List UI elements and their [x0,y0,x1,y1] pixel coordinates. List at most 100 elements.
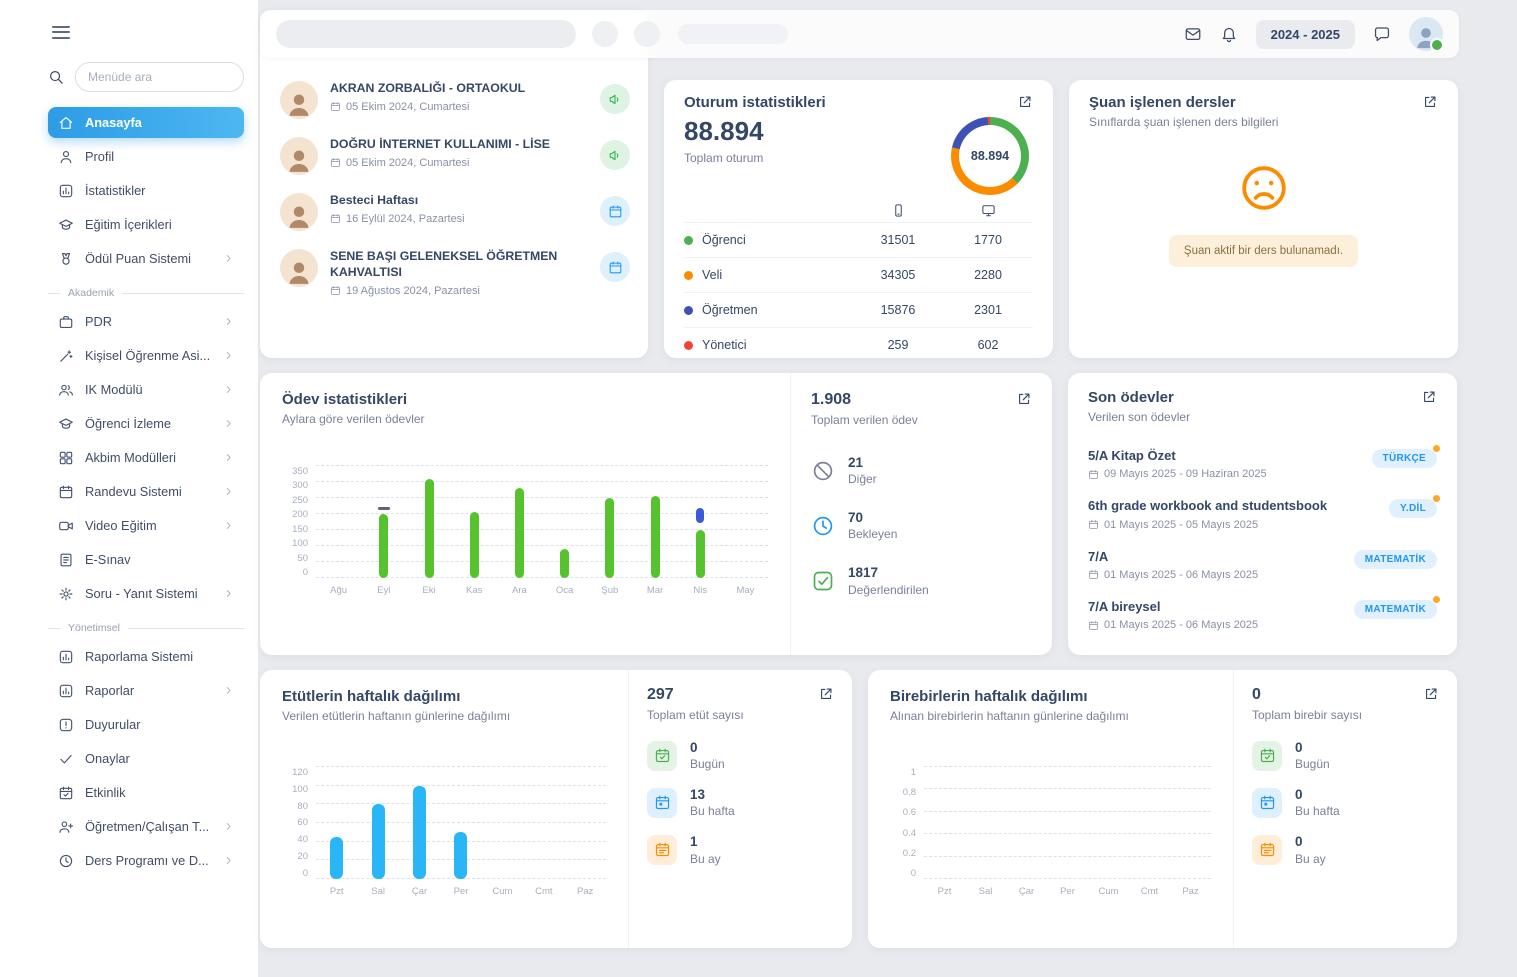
sidebar-item-duyurular[interactable]: Duyurular [48,709,244,740]
external-link-icon[interactable] [1016,391,1032,407]
assignment-item[interactable]: 6th grade workbook and studentsbook 01 Ma… [1088,495,1440,531]
sidebar-item-label: Etkinlik [85,785,126,800]
card-title: Etütlerin haftalık dağılımı [282,688,461,705]
sidebar-item-pdr[interactable]: PDR [48,306,244,337]
announcement-button[interactable] [600,84,630,114]
sidebar-item-ders-programi-ve-d[interactable]: Ders Programı ve D... [48,845,244,876]
event-date: 05 Ekim 2024, Cumartesi [346,100,470,113]
event-list-item[interactable]: DOĞRU İNTERNET KULLANIMI - LİSE 05 Ekim 2… [280,128,630,184]
sidebar-item-randevu-sistemi[interactable]: Randevu Sistemi [48,476,244,507]
x-tick-label: Şub [601,585,619,596]
study-period-stats: 0 Bugün 13 Bu hafta 1 Bu ay [647,740,834,866]
messages-button[interactable] [1184,25,1202,43]
bar [514,488,524,578]
school-year-selector[interactable]: 2024 - 2025 [1255,19,1355,49]
gridline [924,855,1211,857]
sidebar-item-profil[interactable]: Profil [48,141,244,172]
external-link-icon[interactable] [1422,94,1438,110]
y-tick-label: 50 [297,552,308,564]
x-tick-label: Mar [646,585,664,596]
sidebar-item-odul-puan-sistemi[interactable]: Ödül Puan Sistemi [48,243,244,274]
stat-label: Değerlendirilen [848,582,929,597]
assignment-item[interactable]: 7/A 01 Mayıs 2025 - 06 Mayıs 2025 MATEMATİ… [1088,549,1437,581]
stat-label: Bugün [690,757,725,772]
y-tick-label: 120 [292,767,308,778]
calendar-icon [608,204,623,219]
total-homework-label: Toplam verilen ödev [811,413,918,427]
calendar-check-icon [1259,747,1276,764]
sidebar-item-ogretmen-calisan-t[interactable]: Öğretmen/Çalışan T... [48,811,244,842]
bar [379,514,389,578]
gridline [316,497,768,498]
total-one-on-one-value: 0 [1252,686,1261,703]
assignment-item[interactable]: 7/A bireysel 01 Mayıs 2025 - 06 Mayıs 202… [1088,595,1440,631]
sidebar-item-akbim-modulleri[interactable]: Akbim Modülleri [48,442,244,473]
y-tick-label: 1 [910,767,916,778]
person-icon [284,201,314,231]
event-calendar-button[interactable] [600,196,630,226]
external-link-icon[interactable] [1421,389,1437,405]
sidebar-item-etkinlik[interactable]: Etkinlik [48,777,244,808]
card-title: Oturum istatistikleri [684,94,826,111]
assignment-dates: 01 Mayıs 2025 - 06 Mayıs 2025 [1104,568,1259,581]
plot-area [316,465,768,578]
sidebar-item-onaylar[interactable]: Onaylar [48,743,244,774]
sidebar-item-soru-yanit-sistemi[interactable]: Soru - Yanıt Sistemi [48,578,244,609]
navbar-actions: 2024 - 2025 [1184,17,1444,52]
sidebar-item-raporlar[interactable]: Raporlar [48,675,244,706]
announcement-button[interactable] [600,140,630,170]
sidebar: Anasayfa Profil İstatistikler Eğitim İçerik… [0,0,258,977]
sidebar-item-ik-modulu[interactable]: IK Modülü [48,374,244,405]
event-list-item[interactable]: AKRAN ZORBALIĞI - ORTAOKUL 05 Ekim 2024, … [280,72,630,128]
assignment-item[interactable]: 5/A Kitap Özet 09 Mayıs 2025 - 09 Haziran… [1088,445,1440,480]
event-calendar-button[interactable] [600,252,630,282]
stat-value: 21 [848,455,864,470]
stat-value: 0 [1295,834,1303,850]
medal-icon [58,251,74,267]
notifications-button[interactable] [1220,25,1238,43]
session-row-ogretmen: Öğretmen 15876 2301 [684,292,1033,327]
sidebar-item-label: Profil [85,149,115,164]
event-list-item[interactable]: Besteci Haftası 16 Eylül 2024, Pazartesi [280,184,630,240]
sidebar-item-label: IK Modülü [85,382,143,397]
sidebar-item-raporlama-sistemi[interactable]: Raporlama Sistemi [48,641,244,672]
user-plus-icon [58,819,74,835]
stat-value: 0 [1295,787,1303,803]
calendar-day-tile [1252,787,1282,818]
menu-toggle-button[interactable] [52,22,70,42]
weekly-study-card: Etütlerin haftalık dağılımı Verilen etüt… [260,670,852,948]
event-list-item[interactable]: SENE BAŞI GELENEKSEL ÖĞRETMEN KAHVALTISI… [280,240,630,306]
sidebar-item-e-sinav[interactable]: E-Sınav [48,544,244,575]
external-link-icon[interactable] [1017,94,1033,110]
sidebar-item-label: Ödül Puan Sistemi [85,251,191,266]
check-square-icon [811,569,835,593]
y-tick-label: 0 [302,566,308,578]
sidebar-item-istatistikler[interactable]: İstatistikler [48,175,244,206]
calendar-month-icon [654,841,671,858]
gridline [316,513,768,514]
y-tick-label: 350 [292,466,308,477]
sidebar-item-kisisel-ogrenme-asi[interactable]: Kişisel Öğrenme Asi... [48,340,244,371]
external-link-icon[interactable] [818,686,834,702]
calendar-icon [330,101,341,112]
gridline [924,810,1211,812]
menu-search-input[interactable] [75,62,244,92]
x-tick-label: Per [453,886,469,897]
stat-bugun: 0 Bugün [1252,740,1439,771]
sidebar-item-anasayfa[interactable]: Anasayfa [48,107,244,138]
chat-button[interactable] [1373,25,1391,43]
external-link-icon[interactable] [1423,686,1439,702]
sidebar-item-ogrenci-izleme[interactable]: Öğrenci İzleme [48,408,244,439]
bar-slot-sal [965,767,1006,879]
x-axis: Pzt Sal Çar Per Cum Cmt Paz [316,886,606,897]
sidebar-item-egitim-icerikleri[interactable]: Eğitim İçerikleri [48,209,244,240]
event-title: Besteci Haftası [330,193,419,207]
user-avatar[interactable] [1409,17,1444,52]
graduation-icon [58,416,74,432]
mobile-icon [891,203,906,218]
homework-status-stats: 21 Diğer 70 Bekleyen 1817 Değerlendirilen [811,455,1032,597]
sidebar-item-video-egitim[interactable]: Video Eğitim [48,510,244,541]
web-count: 2301 [974,303,1002,317]
x-axis: Ağu Eyl Eki Kas Ara Oca Şub Mar Nis May [316,585,768,596]
event-date: 05 Ekim 2024, Cumartesi [346,156,470,169]
